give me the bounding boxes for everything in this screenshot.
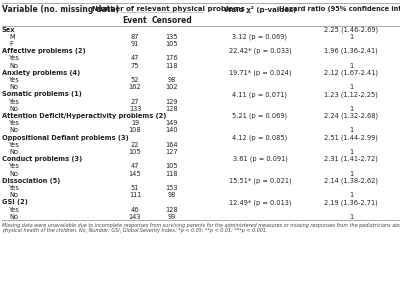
- Text: 46: 46: [131, 207, 139, 213]
- Text: 105: 105: [166, 164, 178, 169]
- Text: Number of relevant physical problems: Number of relevant physical problems: [92, 6, 245, 13]
- Text: 47: 47: [131, 55, 139, 61]
- Text: Conduct problems (3): Conduct problems (3): [2, 156, 82, 162]
- Text: 145: 145: [129, 171, 141, 177]
- Text: 2.24 (1.32-2.68): 2.24 (1.32-2.68): [324, 113, 378, 119]
- Text: Variable (no. missing data): Variable (no. missing data): [2, 5, 119, 14]
- Text: 87: 87: [131, 34, 139, 40]
- Text: 19.71* (p = 0.024): 19.71* (p = 0.024): [229, 69, 291, 76]
- Text: 15.51* (p = 0.021): 15.51* (p = 0.021): [229, 178, 291, 184]
- Text: Yes: Yes: [9, 164, 20, 169]
- Text: Censored: Censored: [152, 17, 192, 25]
- Text: 4.11 (p = 0.071): 4.11 (p = 0.071): [232, 91, 288, 98]
- Text: No: No: [9, 171, 18, 177]
- Text: 99: 99: [168, 214, 176, 220]
- Text: 22.42* (p = 0.033): 22.42* (p = 0.033): [229, 48, 291, 54]
- Text: 98: 98: [168, 77, 176, 83]
- Text: 1: 1: [349, 214, 353, 220]
- Text: 108: 108: [129, 127, 141, 133]
- Text: 75: 75: [131, 62, 139, 69]
- Text: 1: 1: [349, 127, 353, 133]
- Text: 102: 102: [166, 84, 178, 90]
- Text: Oppositional Defiant problems (3): Oppositional Defiant problems (3): [2, 135, 129, 141]
- Text: 2.31 (1.41-2.72): 2.31 (1.41-2.72): [324, 156, 378, 162]
- Text: No: No: [9, 106, 18, 112]
- Text: 153: 153: [166, 185, 178, 191]
- Text: 27: 27: [131, 99, 139, 105]
- Text: 2.51 (1.44-2.99): 2.51 (1.44-2.99): [324, 134, 378, 141]
- Text: 1: 1: [349, 106, 353, 112]
- Text: No: No: [9, 84, 18, 90]
- Text: No: No: [9, 149, 18, 155]
- Text: No: No: [9, 127, 18, 133]
- Text: Wald χ² (p-values): Wald χ² (p-values): [224, 6, 296, 13]
- Text: 162: 162: [129, 84, 141, 90]
- Text: No: No: [9, 62, 18, 69]
- Text: 133: 133: [129, 106, 141, 112]
- Text: 128: 128: [166, 106, 178, 112]
- Text: 1.96 (1.36-2.41): 1.96 (1.36-2.41): [324, 48, 378, 54]
- Text: Yes: Yes: [9, 77, 20, 83]
- Text: No: No: [9, 192, 18, 198]
- Text: 149: 149: [166, 120, 178, 126]
- Text: 105: 105: [129, 149, 141, 155]
- Text: 135: 135: [166, 34, 178, 40]
- Text: 1: 1: [349, 84, 353, 90]
- Text: Yes: Yes: [9, 142, 20, 148]
- Text: 22: 22: [131, 142, 139, 148]
- Text: 91: 91: [131, 41, 139, 47]
- Text: Yes: Yes: [9, 207, 20, 213]
- Text: 118: 118: [166, 62, 178, 69]
- Text: 176: 176: [166, 55, 178, 61]
- Text: 118: 118: [166, 171, 178, 177]
- Text: Yes: Yes: [9, 185, 20, 191]
- Text: No: No: [9, 214, 18, 220]
- Text: 98: 98: [168, 192, 176, 198]
- Text: 2.25 (1.46-2.69): 2.25 (1.46-2.69): [324, 26, 378, 33]
- Text: Anxiety problems (4): Anxiety problems (4): [2, 70, 80, 76]
- Text: 19: 19: [131, 120, 139, 126]
- Text: 143: 143: [129, 214, 141, 220]
- Text: Yes: Yes: [9, 99, 20, 105]
- Text: 1: 1: [349, 171, 353, 177]
- Text: 5.21 (p = 0.069): 5.21 (p = 0.069): [232, 113, 288, 119]
- Text: 164: 164: [166, 142, 178, 148]
- Text: 128: 128: [166, 207, 178, 213]
- Text: 3.61 (p = 0.091): 3.61 (p = 0.091): [232, 156, 288, 162]
- Text: 129: 129: [166, 99, 178, 105]
- Text: 1: 1: [349, 62, 353, 69]
- Text: 4.12 (p = 0.085): 4.12 (p = 0.085): [232, 134, 288, 141]
- Text: 1.23 (1.12-2.25): 1.23 (1.12-2.25): [324, 91, 378, 98]
- Text: 2.14 (1.38-2.62): 2.14 (1.38-2.62): [324, 178, 378, 184]
- Text: 3.12 (p = 0.069): 3.12 (p = 0.069): [232, 34, 288, 40]
- Text: 12.49* (p = 0.013): 12.49* (p = 0.013): [229, 199, 291, 206]
- Text: Missing data were unavailable due to incomplete responses from surviving parents: Missing data were unavailable due to inc…: [2, 223, 400, 228]
- Text: physical health of the children. No, Number; GSI, Global Severity Index; *p < 0.: physical health of the children. No, Num…: [2, 228, 268, 233]
- Text: 2.19 (1.36-2.71): 2.19 (1.36-2.71): [324, 199, 378, 206]
- Text: 1: 1: [349, 34, 353, 40]
- Text: 127: 127: [166, 149, 178, 155]
- Text: Dissociation (5): Dissociation (5): [2, 178, 60, 184]
- Text: 52: 52: [131, 77, 139, 83]
- Text: Hazard ratio (95% confidence interval): Hazard ratio (95% confidence interval): [279, 6, 400, 13]
- Text: Sex: Sex: [2, 27, 16, 33]
- Text: 105: 105: [166, 41, 178, 47]
- Text: M: M: [9, 34, 15, 40]
- Text: 47: 47: [131, 164, 139, 169]
- Text: Attention Deficit/Hyperactivity problems (2): Attention Deficit/Hyperactivity problems…: [2, 113, 166, 119]
- Text: 1: 1: [349, 192, 353, 198]
- Text: 51: 51: [131, 185, 139, 191]
- Text: Somatic problems (1): Somatic problems (1): [2, 91, 82, 98]
- Text: 1: 1: [349, 149, 353, 155]
- Text: Event: Event: [123, 17, 147, 25]
- Text: GSI (2): GSI (2): [2, 199, 28, 205]
- Text: 111: 111: [129, 192, 141, 198]
- Text: Yes: Yes: [9, 120, 20, 126]
- Text: Affective problems (2): Affective problems (2): [2, 48, 86, 54]
- Text: F: F: [9, 41, 13, 47]
- Text: 2.12 (1.67-2.41): 2.12 (1.67-2.41): [324, 69, 378, 76]
- Text: 140: 140: [166, 127, 178, 133]
- Text: Yes: Yes: [9, 55, 20, 61]
